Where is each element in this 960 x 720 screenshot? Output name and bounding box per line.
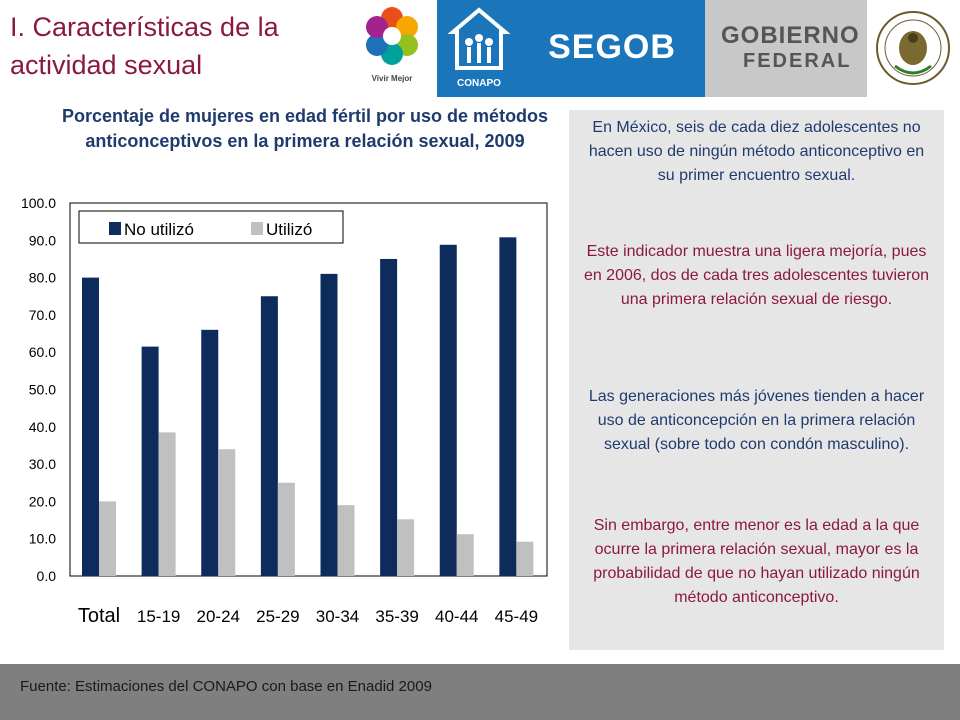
legend-label-no: No utilizó [124,220,194,239]
x-tick-label: 15-19 [137,607,180,626]
escudo-nacional-logo [867,0,960,97]
y-axis-labels: 0.0 10.0 20.0 30.0 40.0 50.0 60.0 70.0 80.0 90.0 1… [21,195,56,584]
bar-utilizo [337,505,355,576]
y-tick-label: 50.0 [29,382,56,398]
x-tick-label: 20-24 [197,607,240,626]
bar-utilizo [456,534,474,576]
bar-utilizo [158,432,176,576]
gobierno-federal-logo: GOBIERNO FEDERAL [705,0,867,97]
bar-utilizo [218,449,236,576]
house-icon [447,7,511,70]
bars [82,237,534,576]
x-tick-label: Total [78,605,120,627]
gobierno-label: GOBIERNO [721,22,860,49]
bar-no-utilizo [380,258,398,576]
header: I. Características de la actividad sexua… [0,0,960,97]
coat-of-arms-icon [876,11,950,85]
x-tick-label: 40-44 [435,607,478,626]
source-note: Fuente: Estimaciones del CONAPO con base… [20,678,432,695]
bar-no-utilizo [141,346,159,576]
vivir-mejor-logo: Vivir Mejor [347,0,437,97]
bar-no-utilizo [82,277,99,576]
segob-label: SEGOB [548,28,676,66]
legend: No utilizó Utilizó [78,210,344,244]
vivir-mejor-label: Vivir Mejor [371,74,413,83]
legend-swatch-no [109,222,121,235]
legend-box [78,210,344,244]
chart-title: Porcentaje de mujeres en edad fértil por… [61,106,549,151]
x-axis-labels: Total 15-19 20-24 25-29 30-34 35-39 40-44 45-49 [78,605,538,627]
legend-swatch-si [251,222,263,235]
x-tick-label: 25-29 [256,607,299,626]
paragraph-2: Este indicador muestra una ligera mejorí… [583,243,930,308]
conapo-label: CONAPO [457,78,501,89]
page-title: I. Características de la actividad sexua… [10,12,279,80]
y-tick-label: 10.0 [29,531,56,547]
y-tick-label: 20.0 [29,493,56,509]
conapo-logo: CONAPO [439,0,519,97]
bar-no-utilizo [499,237,517,576]
paragraph-1: En México, seis de cada diez adolescente… [588,119,925,184]
bar-no-utilizo [320,273,338,576]
y-tick-label: 90.0 [29,232,56,248]
legend-label-si: Utilizó [266,220,312,239]
bar-no-utilizo [439,244,457,576]
x-tick-label: 35-39 [375,607,418,626]
paragraph-3: Las generaciones más jóvenes tienden a h… [588,388,925,453]
y-tick-label: 60.0 [29,344,56,360]
x-tick-label: 30-34 [316,607,359,626]
y-tick-label: 100.0 [21,195,56,211]
bar-utilizo [99,501,116,576]
segob-logo: SEGOB [519,0,705,97]
y-tick-label: 80.0 [29,270,56,286]
bar-utilizo [277,482,295,576]
y-tick-label: 0.0 [37,568,57,584]
x-tick-label: 45-49 [495,607,538,626]
bar-no-utilizo [260,296,278,576]
flower-icon [366,7,418,65]
plot-area-border [69,202,548,577]
federal-label: FEDERAL [743,50,852,72]
y-tick-label: 70.0 [29,307,56,323]
bar-chart: 0.0 10.0 20.0 30.0 40.0 50.0 60.0 70.0 80.0 90.0 1… [21,195,548,627]
bar-utilizo [397,519,415,576]
footer: Fuente: Estimaciones del CONAPO con base… [0,664,960,720]
y-tick-label: 40.0 [29,419,56,435]
bar-utilizo [516,541,534,576]
y-tick-label: 30.0 [29,456,56,472]
bar-no-utilizo [201,329,219,576]
side-panel: En México, seis de cada diez adolescente… [569,110,944,650]
paragraph-4: Sin embargo, entre menor es la edad a la… [593,517,920,606]
